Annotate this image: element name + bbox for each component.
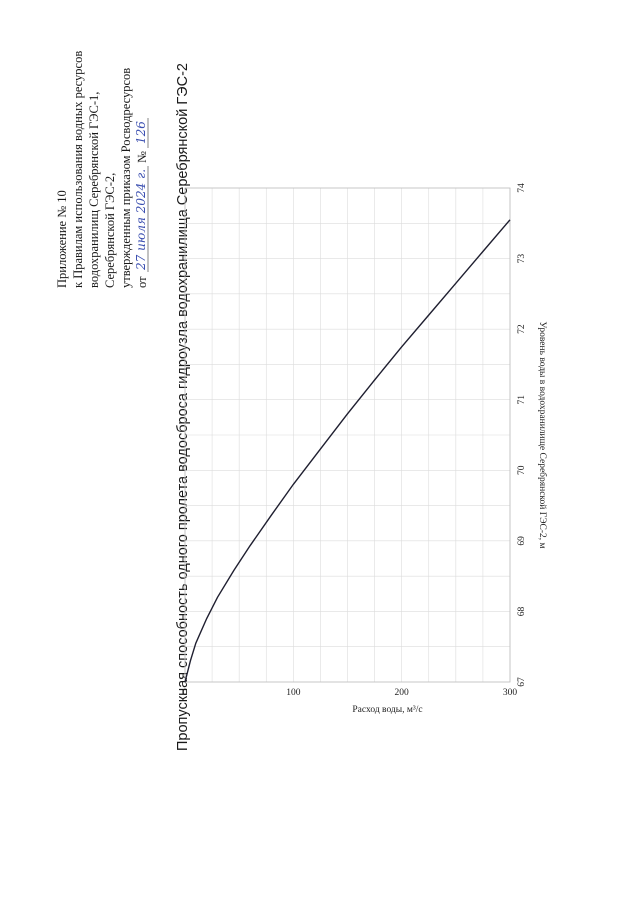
x-axis-label: Расход воды, м³/с — [352, 705, 422, 715]
ticks: 67 68 69 70 71 72 73 74 0 100 200 300 — [183, 183, 527, 698]
y-tick-label: 74 — [517, 183, 527, 193]
y-tick-label: 67 — [517, 677, 527, 687]
header-handwritten-date: 27 июля 2024 г. — [134, 169, 148, 271]
header-line-2: к Правилам использования водных ресурсов — [71, 51, 85, 288]
x-tick-label: 200 — [395, 688, 410, 698]
y-tick-label: 68 — [517, 606, 527, 616]
y-tick-label: 70 — [517, 465, 527, 475]
header-number-sign: № — [135, 151, 149, 163]
x-tick-group: 200 — [395, 688, 410, 698]
header-line-6-prefix: от — [135, 276, 149, 288]
x-tick-group: 100 — [286, 688, 301, 698]
chart: 67 68 69 70 71 72 73 74 0 100 200 300 Расход воды, … — [183, 183, 548, 715]
y-tick-label: 73 — [517, 254, 527, 264]
header-line-5: утвержденным приказом Росводресурсов — [119, 68, 133, 288]
y-axis-label: Уровень воды в водохранилище Серебрянско… — [537, 321, 548, 548]
header-line-1: Приложение № 10 — [55, 190, 69, 288]
header-handwritten-number: 126 — [134, 121, 148, 144]
y-tick-label: 72 — [517, 324, 527, 334]
x-tick-group: 0 — [183, 688, 188, 698]
x-tick-label: 300 — [503, 688, 518, 698]
plot-frame — [184, 187, 511, 683]
chart-title: Пропускная способность одного пролета во… — [175, 63, 191, 751]
grid — [184, 187, 511, 683]
appendix-header: Приложение № 10 к Правилам использования… — [55, 51, 149, 288]
header-line-3: водохранилищ Серебрянской ГЭС-1, — [87, 92, 101, 288]
y-tick-label: 69 — [517, 536, 527, 546]
x-tick-label: 0 — [183, 688, 188, 698]
y-tick-label: 71 — [517, 395, 527, 405]
series-line-discharge-curve — [184, 219, 511, 683]
x-tick-label: 100 — [286, 688, 301, 698]
header-line-4: Серебрянской ГЭС-2, — [103, 173, 117, 288]
x-tick-group: 300 — [503, 688, 518, 698]
